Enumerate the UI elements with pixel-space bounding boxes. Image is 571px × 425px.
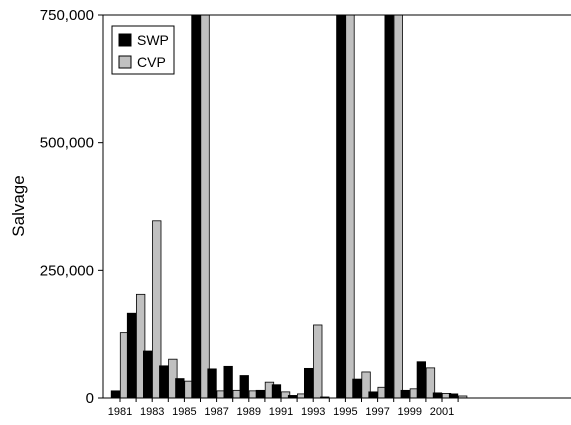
- x-tick-label: 1991: [269, 406, 293, 418]
- y-tick-label: 250,000: [40, 262, 94, 279]
- bar-swp-2000: [416, 361, 427, 399]
- bar-swp-2002: [448, 393, 459, 399]
- bar-swp-1993: [303, 367, 314, 399]
- legend-label-cvp: CVP: [137, 54, 166, 70]
- bar-swp-1982: [126, 312, 137, 399]
- x-tick-label: 1993: [301, 406, 325, 418]
- bar-swp-1998: [384, 14, 394, 399]
- bar-swp-1981: [110, 390, 121, 399]
- bar-swp-1995: [336, 14, 346, 399]
- bar-swp-1997: [368, 391, 378, 399]
- x-tick-label: 1981: [108, 406, 132, 418]
- legend-swatch-cvp: [118, 55, 132, 69]
- bar-swp-1984: [159, 365, 169, 399]
- y-tick-label: 750,000: [40, 7, 94, 24]
- legend-swatch-swp: [118, 33, 132, 47]
- x-tick-label: 1985: [172, 406, 196, 418]
- x-tick-label: 1999: [398, 406, 422, 418]
- x-tick-label: 1995: [333, 406, 357, 418]
- bar-cvp-1993: [313, 324, 323, 399]
- x-tick-label: 1997: [365, 406, 389, 418]
- bar-swp-1999: [400, 389, 410, 399]
- x-ticks-group: 1981 1983 1985 1987 1989 1991 1993 1995 1997 1999…: [108, 398, 459, 418]
- bar-swp-1991: [271, 384, 282, 399]
- bar-swp-1987: [207, 368, 217, 399]
- legend: SWP CVP: [111, 25, 175, 75]
- bar-swp-1996: [352, 378, 362, 399]
- bar-swp-2001: [432, 392, 443, 399]
- bar-swp-1983: [142, 350, 153, 399]
- x-tick-label: 2001: [430, 406, 454, 418]
- y-ticks-group: 0 250,000 500,000 750,000: [40, 7, 103, 407]
- bar-cvp-1998: [393, 14, 403, 399]
- bar-swp-1990: [255, 389, 266, 399]
- bar-cvp-1986: [200, 14, 210, 399]
- bar-swp-1986: [191, 14, 201, 399]
- y-tick-label: 0: [86, 390, 94, 407]
- bar-cvp-1995: [345, 14, 355, 399]
- x-tick-label: 1983: [140, 406, 164, 418]
- legend-label-swp: SWP: [137, 32, 169, 48]
- x-tick-label: 1987: [204, 406, 228, 418]
- bar-swp-1989: [239, 375, 249, 399]
- x-tick-label: 1989: [237, 406, 261, 418]
- bar-swp-1988: [223, 365, 233, 399]
- y-axis-title: Salvage: [9, 175, 28, 236]
- y-tick-label: 500,000: [40, 135, 94, 152]
- bars-group: [110, 14, 468, 399]
- bar-swp-1985: [175, 378, 185, 399]
